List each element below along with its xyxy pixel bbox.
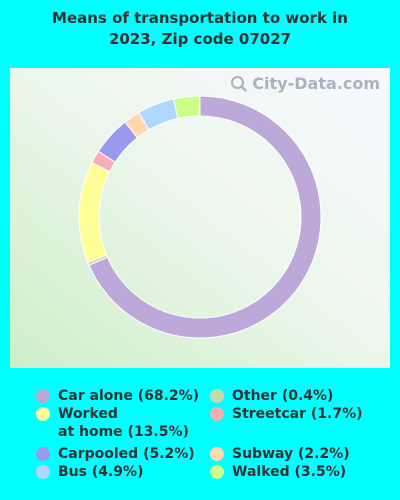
donut-slice-car-alone: [88, 95, 322, 339]
legend-item-walked: Walked (3.5%): [210, 463, 382, 481]
legend-label: Car alone (68.2%): [58, 388, 200, 404]
watermark-text: City-Data.com: [252, 74, 380, 93]
legend-swatch: [210, 465, 224, 479]
legend-swatch: [36, 447, 50, 461]
legend-swatch: [36, 407, 50, 421]
legend: Car alone (68.2%) Worked at home (13.5%)…: [0, 383, 400, 493]
legend-swatch: [210, 407, 224, 421]
legend-label: Walked (3.5%): [232, 464, 347, 480]
legend-swatch: [36, 389, 50, 403]
donut-slice-walked: [172, 95, 201, 120]
legend-label: Carpooled (5.2%): [58, 446, 195, 462]
plot-area: [10, 68, 390, 368]
legend-label: Bus (4.9%): [58, 464, 144, 480]
donut-chart: [78, 95, 322, 339]
legend-item-streetcar: Streetcar (1.7%): [210, 405, 382, 423]
search-icon: [231, 75, 248, 92]
legend-label: Subway (2.2%): [232, 446, 350, 462]
watermark: City-Data.com: [230, 74, 380, 93]
legend-swatch: [36, 465, 50, 479]
legend-item-subway: Subway (2.2%): [210, 445, 382, 463]
legend-item-worked-at-home: Worked at home (13.5%): [36, 405, 208, 441]
legend-label: Streetcar (1.7%): [232, 406, 363, 422]
legend-label: Worked at home (13.5%): [58, 406, 189, 440]
legend-swatch: [210, 389, 224, 403]
legend-item-bus: Bus (4.9%): [36, 463, 208, 481]
legend-swatch: [210, 447, 224, 461]
legend-label: Other (0.4%): [232, 388, 334, 404]
chart-title: Means of transportation to work in 2023,…: [0, 8, 400, 50]
donut-slice-worked-at-home: [78, 161, 111, 264]
chart-title-line-2: 2023, Zip code 07027: [108, 30, 292, 48]
legend-item-car-alone: Car alone (68.2%): [36, 387, 208, 405]
chart-title-line-1: Means of transportation to work in: [52, 9, 348, 27]
legend-item-carpooled: Carpooled (5.2%): [36, 445, 208, 463]
legend-item-other: Other (0.4%): [210, 387, 382, 405]
